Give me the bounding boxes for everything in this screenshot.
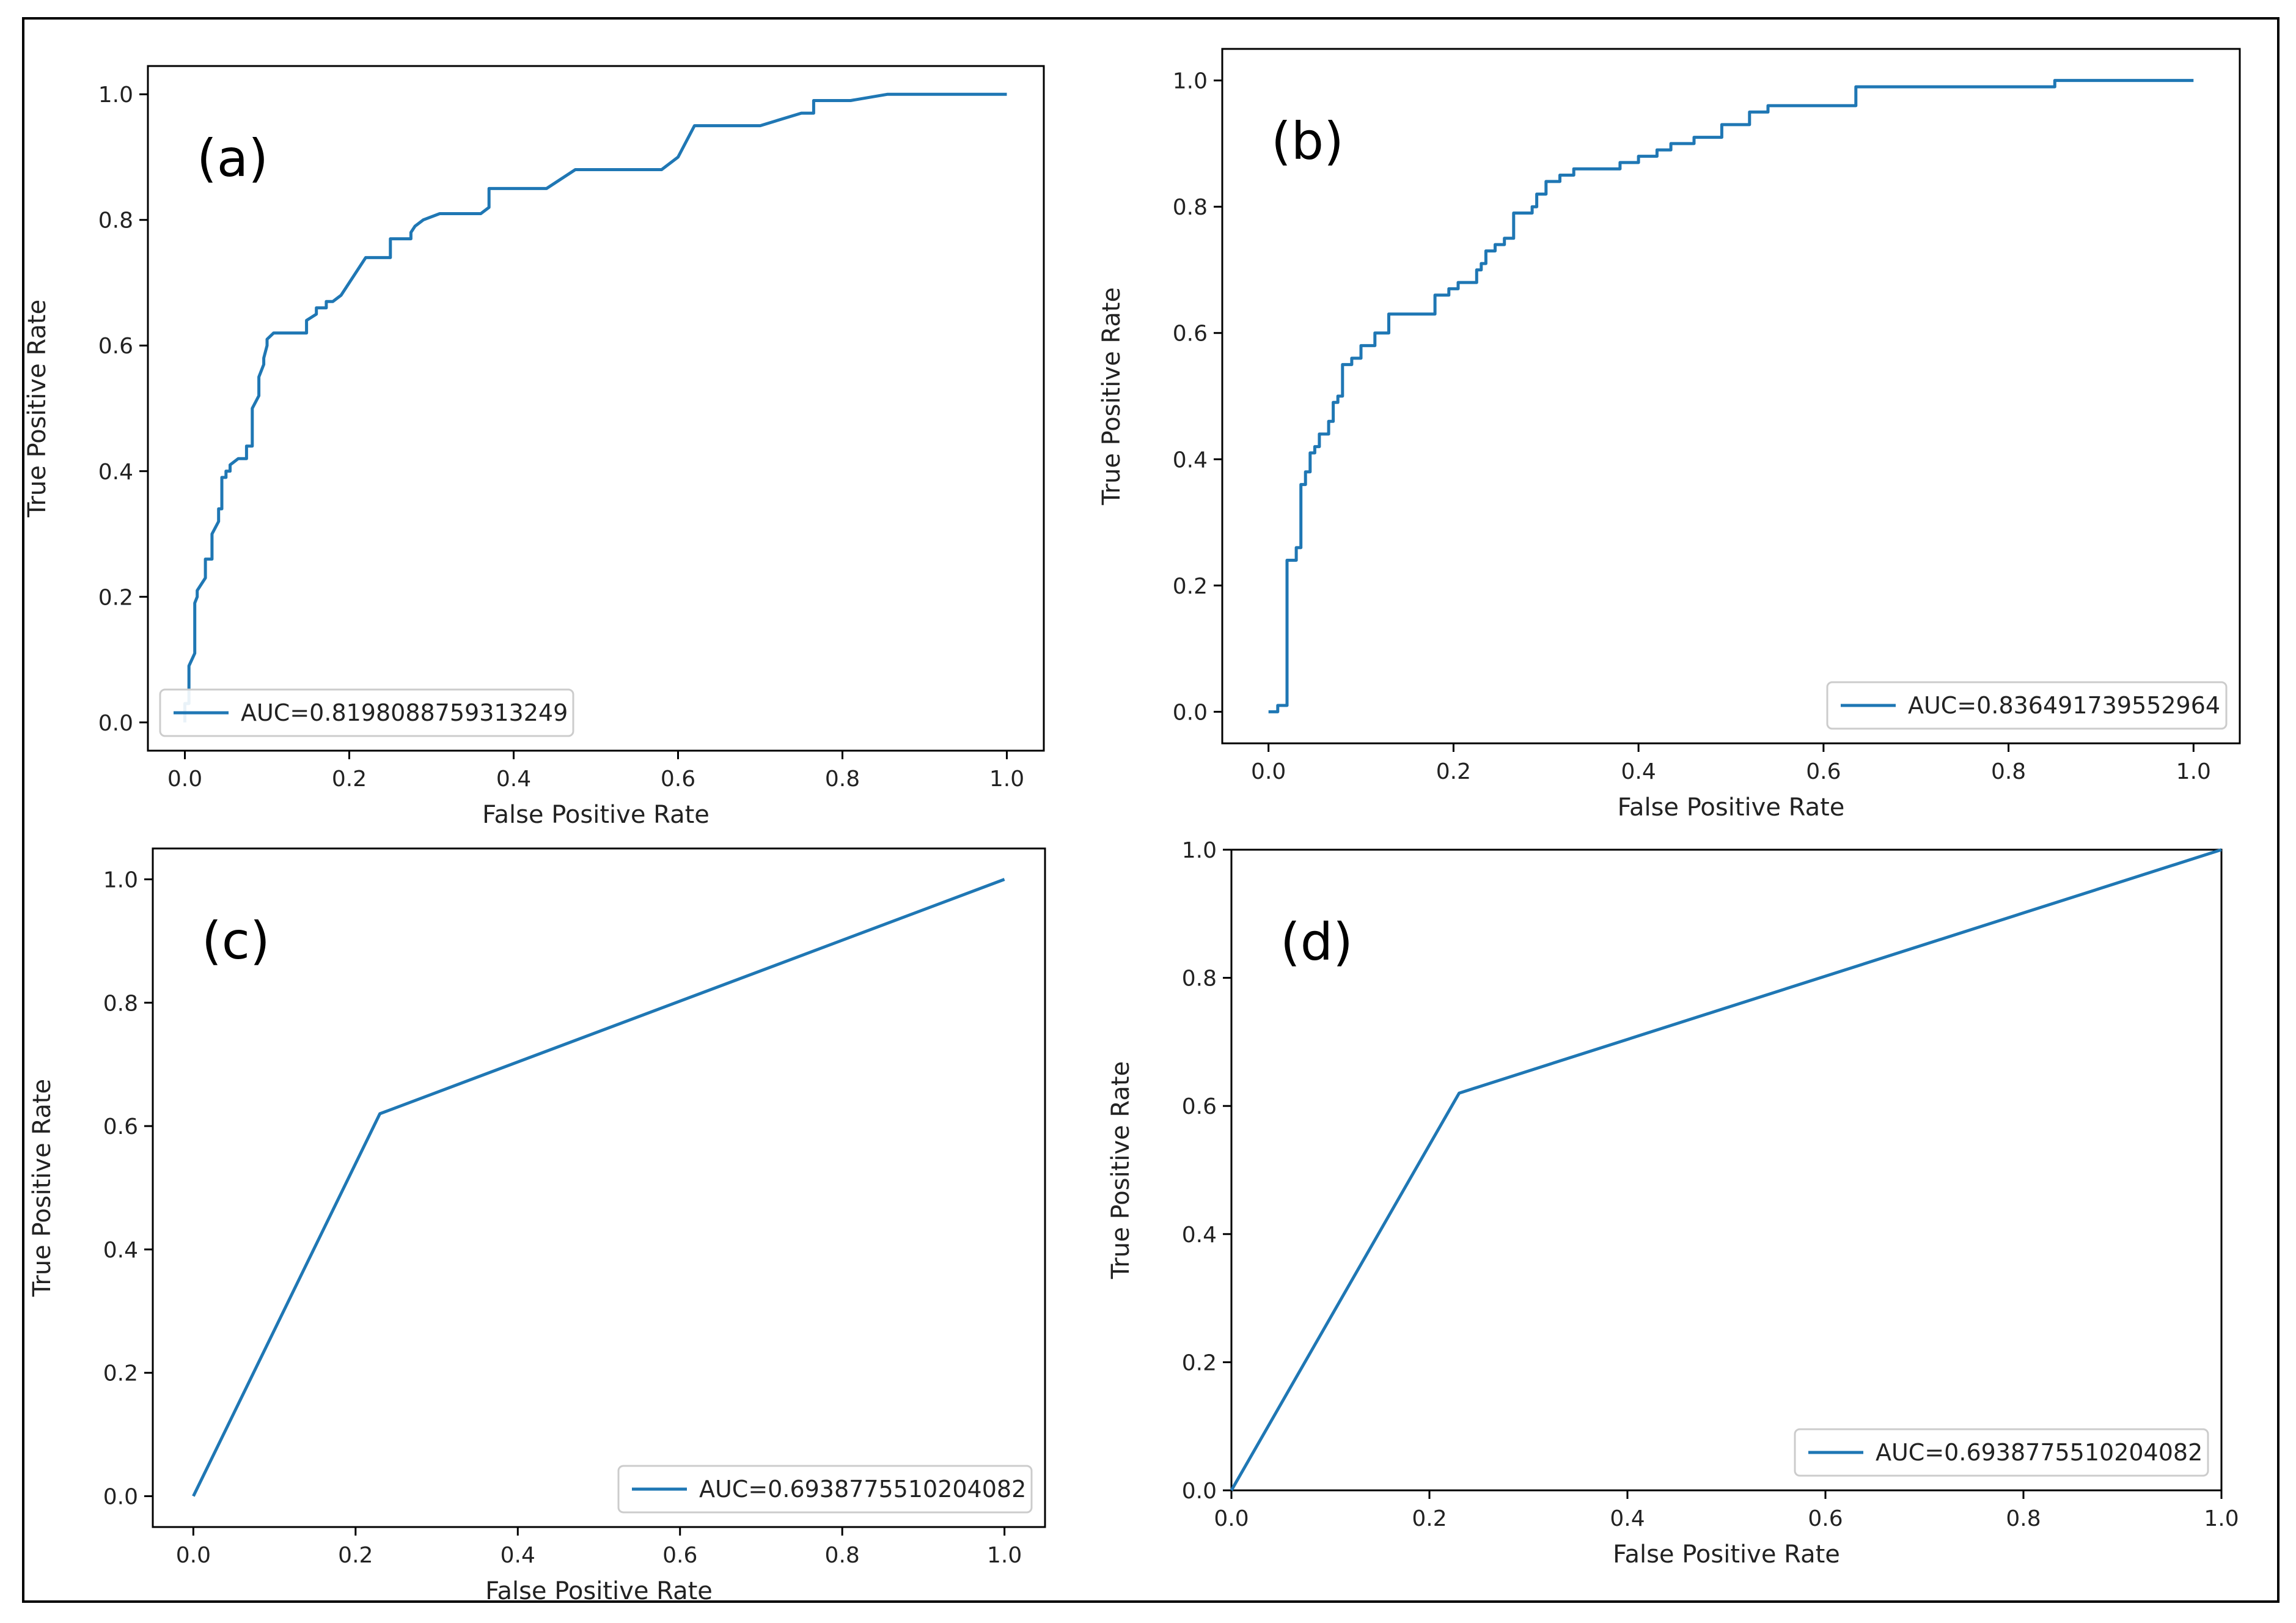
x-tick-label: 1.0 [989, 767, 1024, 792]
legend-entry: AUC=0.6938775510204082 [1876, 1439, 2202, 1466]
y-tick-label: 0.2 [1173, 574, 1208, 599]
x-axis-label: False Positive Rate [1613, 1540, 1840, 1569]
legend-box [617, 1465, 1033, 1514]
y-axis-label: True Positive Rate [1107, 1061, 1135, 1279]
chart-panel-1: 0.0 0.2 0.4 0.6 0.8 1.0 0.0 0.2 0.4 0.6 0.8 1.0 Fals… [23, 65, 1045, 829]
y-tick-label: 0.2 [98, 585, 133, 610]
y-tick-label: 0.0 [98, 711, 133, 736]
y-tick-label: 0.6 [1182, 1094, 1217, 1119]
y-tick-label: 1.0 [1182, 838, 1217, 863]
panel-label: (c) [202, 911, 270, 971]
x-tick-label: 1.0 [2204, 1506, 2239, 1531]
panels: 0.0 0.2 0.4 0.6 0.8 1.0 0.0 0.2 0.4 0.6 0.8 1.0 Fals… [23, 48, 2241, 1605]
x-tick-label: 0.2 [332, 767, 367, 792]
x-tick-label: 0.8 [1991, 759, 2026, 784]
x-tick-label: 0.0 [1214, 1506, 1249, 1531]
y-tick-label: 0.8 [1182, 966, 1217, 992]
x-tick-label: 0.8 [825, 1543, 860, 1568]
y-tick-label: 0.6 [1173, 322, 1208, 347]
y-tick-label: 0.4 [98, 460, 133, 485]
legend-entry: AUC=0.8198088759313249 [241, 699, 568, 726]
y-tick-label: 1.0 [98, 83, 133, 108]
y-tick-label: 0.0 [1173, 700, 1208, 725]
plot-frame [152, 847, 1046, 1528]
roc-curve-line [183, 92, 1007, 723]
y-tick-label: 0.8 [1173, 195, 1208, 220]
x-tick-label: 1.0 [2176, 759, 2211, 784]
y-tick-label: 1.0 [1173, 69, 1208, 94]
chart-panel-2: 0.0 0.2 0.4 0.6 0.8 1.0 0.0 0.2 0.4 0.6 0.8 1.0 Fals… [1098, 48, 2241, 822]
y-tick-label: 0.0 [1182, 1479, 1217, 1504]
x-tick-label: 0.0 [176, 1543, 211, 1568]
chart-panel-3: 0.0 0.2 0.4 0.6 0.8 1.0 0.0 0.2 0.4 0.6 0.8 1.0 Fals… [28, 847, 1046, 1605]
legend-box [1794, 1428, 2209, 1477]
legend-entry: AUC=0.836491739552964 [1908, 692, 2220, 719]
x-tick-label: 0.6 [662, 1543, 697, 1568]
y-tick-label: 0.2 [1182, 1350, 1217, 1375]
x-tick-label: 0.8 [2006, 1506, 2041, 1531]
legend-box [1826, 681, 2228, 730]
x-tick-label: 0.4 [1610, 1506, 1645, 1531]
roc-curve-line [1230, 848, 2222, 1492]
y-tick-label: 0.6 [103, 1114, 138, 1139]
x-tick-label: 0.8 [825, 767, 860, 792]
legend-entry: AUC=0.6938775510204082 [699, 1476, 1026, 1503]
x-tick-label: 0.2 [1412, 1506, 1447, 1531]
x-tick-label: 0.0 [1251, 759, 1286, 784]
x-axis-label: False Positive Rate [1618, 793, 1845, 822]
roc-curve-line [192, 878, 1005, 1497]
y-tick-label: 0.0 [103, 1485, 138, 1510]
panel-label: (d) [1280, 912, 1353, 972]
y-tick-label: 0.4 [1173, 447, 1208, 473]
y-axis-label: True Positive Rate [28, 1079, 56, 1297]
x-tick-label: 1.0 [987, 1543, 1022, 1568]
y-axis-label: True Positive Rate [23, 300, 51, 518]
x-axis-label: False Positive Rate [485, 1577, 713, 1605]
x-tick-label: 0.6 [1808, 1506, 1843, 1531]
y-tick-label: 0.4 [103, 1238, 138, 1263]
y-tick-label: 0.6 [98, 334, 133, 359]
x-tick-label: 0.2 [1436, 759, 1471, 784]
y-tick-label: 0.8 [103, 991, 138, 1016]
plot-frame [1230, 848, 2223, 1492]
roc-curve-line [1268, 79, 2194, 713]
x-tick-label: 0.2 [338, 1543, 373, 1568]
x-tick-label: 0.6 [1806, 759, 1841, 784]
y-tick-label: 0.4 [1182, 1223, 1217, 1248]
panel-label: (b) [1271, 111, 1344, 171]
y-tick-label: 1.0 [103, 867, 138, 892]
plot-frame [1221, 48, 2241, 745]
x-tick-label: 0.6 [661, 767, 695, 792]
y-tick-label: 0.2 [103, 1361, 138, 1386]
x-axis-label: False Positive Rate [482, 801, 710, 829]
plot-frame [147, 65, 1045, 752]
panel-label: (a) [197, 128, 268, 188]
legend-box [159, 688, 574, 737]
chart-panel-4: 0.0 0.2 0.4 0.6 0.8 1.0 0.0 0.2 0.4 0.6 0.8 1.0 Fals… [1107, 838, 2239, 1569]
x-tick-label: 0.4 [496, 767, 531, 792]
y-tick-label: 0.8 [98, 208, 133, 234]
x-tick-label: 0.4 [1621, 759, 1656, 784]
figure-border [22, 17, 2279, 1603]
y-axis-label: True Positive Rate [1098, 287, 1126, 506]
x-tick-label: 0.0 [167, 767, 202, 792]
x-tick-label: 0.4 [501, 1543, 535, 1568]
